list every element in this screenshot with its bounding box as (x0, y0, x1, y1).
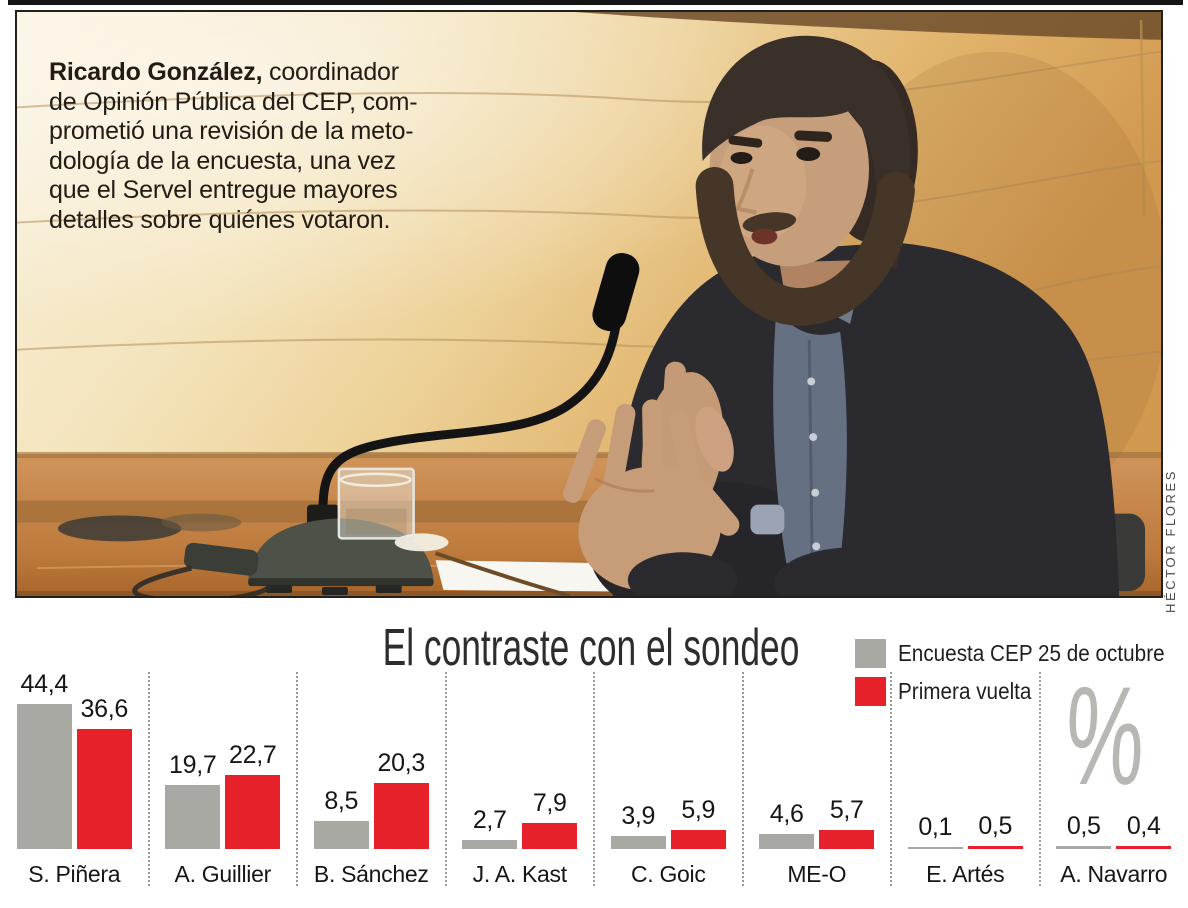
hair (702, 35, 910, 271)
water-glass (337, 467, 449, 552)
legend-swatch-red (855, 676, 886, 706)
category-label: J. A. Kast (472, 861, 567, 887)
beard (695, 166, 915, 326)
value-label: 4,6 (769, 799, 804, 828)
value-label: 0,4 (1126, 811, 1161, 840)
category-label: E. Artés (926, 861, 1005, 887)
top-rule (8, 0, 1183, 5)
bar-vuelta (670, 829, 726, 849)
bar-cep (165, 784, 221, 849)
mic-cable (132, 565, 273, 596)
xlr-connector (184, 542, 259, 576)
group-divider (1038, 672, 1041, 886)
bar-chart: El contraste con el sondeo Encuesta CEP … (0, 620, 1188, 908)
desk-cable (434, 551, 571, 596)
bar-cep (907, 847, 963, 849)
photo-scene (17, 12, 1161, 596)
caption-line: que el Servel entregue mayores (49, 176, 398, 204)
hands (563, 361, 934, 596)
value-label: 5,9 (681, 795, 716, 824)
legend-swatch-gray (855, 638, 886, 668)
bar-cep (610, 836, 666, 849)
caption-line: de Opinión Pública del CEP, com- (49, 87, 418, 116)
nose (734, 168, 757, 215)
value-label: 7,9 (532, 789, 567, 818)
category-label: ME-O (787, 861, 847, 887)
caption-line: prometió una revisión de la meto- (49, 117, 414, 145)
value-label: 19,7 (169, 750, 217, 779)
category-label: A. Guillier (174, 861, 272, 887)
group-divider (444, 672, 447, 886)
bar-cep (313, 821, 369, 849)
bar-cep (462, 840, 518, 849)
bar-cep (16, 703, 72, 849)
bar-vuelta (225, 774, 281, 849)
wall-corner-line (1139, 19, 1146, 216)
mic-base (248, 518, 434, 581)
legend-item-cep: Encuesta CEP 25 de octubre (855, 638, 1188, 668)
plot-area: 44,4 36,6 S. Piñera 19,7 22,7 A. Guillier 8,5 2… (0, 628, 1188, 908)
group-divider (741, 672, 744, 886)
mouth (751, 228, 778, 245)
bar-vuelta (1116, 845, 1172, 849)
value-label: 2,7 (472, 806, 507, 835)
category-label: A. Navarro (1060, 861, 1168, 887)
group-divider (147, 672, 150, 886)
bar-vuelta (76, 729, 132, 849)
value-label: 3,9 (621, 802, 656, 831)
value-label: 0,5 (978, 811, 1013, 840)
legend-label-primera: Primera vuelta (898, 677, 1032, 704)
caption-line: dología de la encuesta, una vez (49, 146, 396, 175)
group-divider (296, 672, 298, 886)
mic-capsule (592, 253, 640, 332)
shirt-buttons (807, 377, 821, 551)
eyebrows (728, 130, 833, 148)
bar-cep (759, 833, 815, 849)
bar-vuelta (373, 782, 429, 849)
legend-item-primera: Primera vuelta (855, 676, 1188, 706)
value-label: 36,6 (80, 695, 129, 724)
category-label: C. Goic (630, 861, 706, 887)
group-divider (890, 672, 892, 886)
category-label: S. Piñera (28, 861, 121, 887)
group-divider (593, 672, 595, 886)
chart-title: El contraste con el sondeo (382, 619, 800, 677)
photo-credit: HÉCTOR FLORES (1163, 468, 1178, 613)
photo-caption: Ricardo González, coordinador de Opinión … (49, 58, 529, 235)
value-label: 5,7 (829, 796, 864, 825)
ceiling-shadow (575, 12, 1161, 40)
shirt-cuff (750, 504, 785, 535)
eyes (730, 147, 821, 164)
value-label: 22,7 (229, 740, 277, 769)
mustache (742, 212, 797, 233)
background-object (57, 515, 182, 542)
chart-legend: Encuesta CEP 25 de octubre Primera vuelt… (855, 638, 1188, 706)
value-label: 44,4 (20, 669, 69, 698)
press-photo: Ricardo González, coordinador de Opinión … (15, 10, 1163, 598)
bar-vuelta (819, 830, 875, 849)
caption-line: detalles sobre quiénes votaron. (49, 205, 391, 234)
bar-vuelta (522, 823, 578, 849)
microphone (132, 253, 640, 596)
mic-gooseneck (318, 321, 621, 516)
value-label: 0,5 (1066, 811, 1101, 840)
caption-line: Ricardo González, coordinador (49, 58, 399, 86)
value-label: 20,3 (377, 748, 426, 777)
category-label: B. Sánchez (313, 861, 429, 887)
wall-background (17, 12, 1161, 471)
legend-label-cep: Encuesta CEP 25 de octubre (898, 639, 1165, 666)
bar-cep (1056, 845, 1112, 849)
background-object (161, 513, 242, 532)
speaker-person (563, 35, 1161, 596)
value-label: 8,5 (324, 787, 359, 816)
bar-vuelta (967, 845, 1023, 849)
value-label: 0,1 (918, 813, 953, 841)
